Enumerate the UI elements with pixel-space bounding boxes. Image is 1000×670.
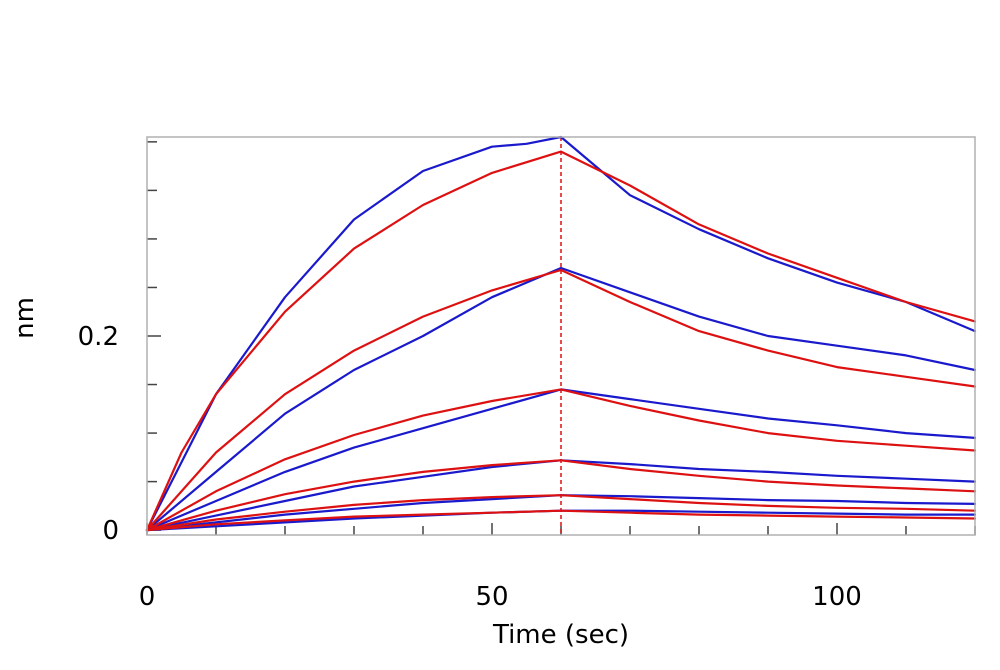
y-tick-label: 0.2	[78, 322, 119, 352]
y-tick-label: 0	[102, 516, 119, 546]
x-tick-label: 50	[475, 582, 508, 612]
axis-ticks	[146, 141, 976, 535]
fit-curve	[145, 459, 977, 532]
tick-labels: 0 50 100 0 0.2	[78, 322, 862, 612]
fit-curve	[145, 509, 977, 532]
fit-curve	[145, 494, 977, 532]
plot-frame	[146, 136, 976, 536]
x-axis-title: Time (sec)	[492, 620, 629, 650]
fit-curve	[145, 388, 977, 532]
fit-curve	[145, 150, 977, 532]
sensorgram-curves	[145, 135, 977, 532]
x-tick-label: 100	[812, 582, 862, 612]
x-tick-label: 0	[139, 582, 156, 612]
y-axis-title: nm	[10, 297, 40, 339]
measured-curve	[145, 135, 977, 532]
measured-curve	[145, 266, 977, 532]
fit-curve	[145, 268, 977, 532]
